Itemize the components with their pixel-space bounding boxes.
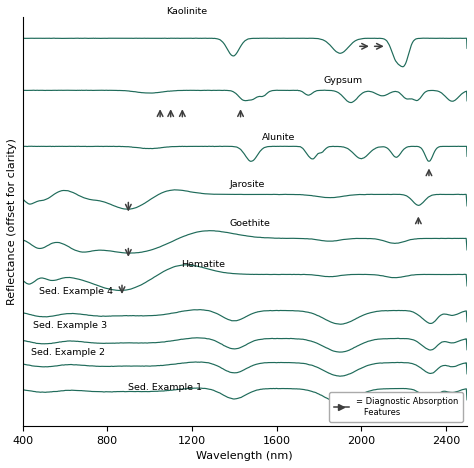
Text: Gypsum: Gypsum — [323, 76, 362, 85]
X-axis label: Wavelength (nm): Wavelength (nm) — [196, 451, 293, 461]
Y-axis label: Reflectance (offset for clarity): Reflectance (offset for clarity) — [7, 138, 17, 305]
Text: Kaolinite: Kaolinite — [166, 7, 208, 16]
Text: Jarosite: Jarosite — [230, 180, 265, 189]
Text: Sed. Example 1: Sed. Example 1 — [128, 383, 202, 392]
Legend: = Diagnostic Absorption
   Features: = Diagnostic Absorption Features — [329, 392, 463, 422]
Text: Sed. Example 3: Sed. Example 3 — [33, 321, 107, 330]
Text: Sed. Example 4: Sed. Example 4 — [39, 287, 113, 296]
Text: Hematite: Hematite — [181, 260, 225, 269]
Text: Goethite: Goethite — [230, 219, 271, 228]
Text: Sed. Example 2: Sed. Example 2 — [31, 348, 105, 357]
Text: Alunite: Alunite — [262, 133, 295, 142]
